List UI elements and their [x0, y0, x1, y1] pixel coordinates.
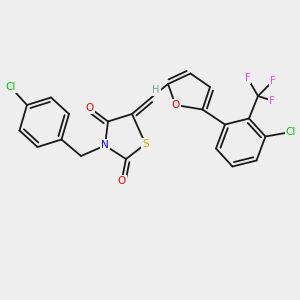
Text: O: O: [117, 176, 126, 187]
Text: H: H: [152, 85, 160, 95]
Text: O: O: [171, 100, 180, 110]
Text: F: F: [270, 76, 276, 86]
Text: Cl: Cl: [5, 82, 16, 92]
Text: S: S: [142, 139, 149, 149]
Text: N: N: [101, 140, 109, 151]
Text: Cl: Cl: [286, 127, 296, 137]
Text: F: F: [244, 73, 250, 83]
Text: F: F: [268, 95, 274, 106]
Text: O: O: [86, 103, 94, 113]
